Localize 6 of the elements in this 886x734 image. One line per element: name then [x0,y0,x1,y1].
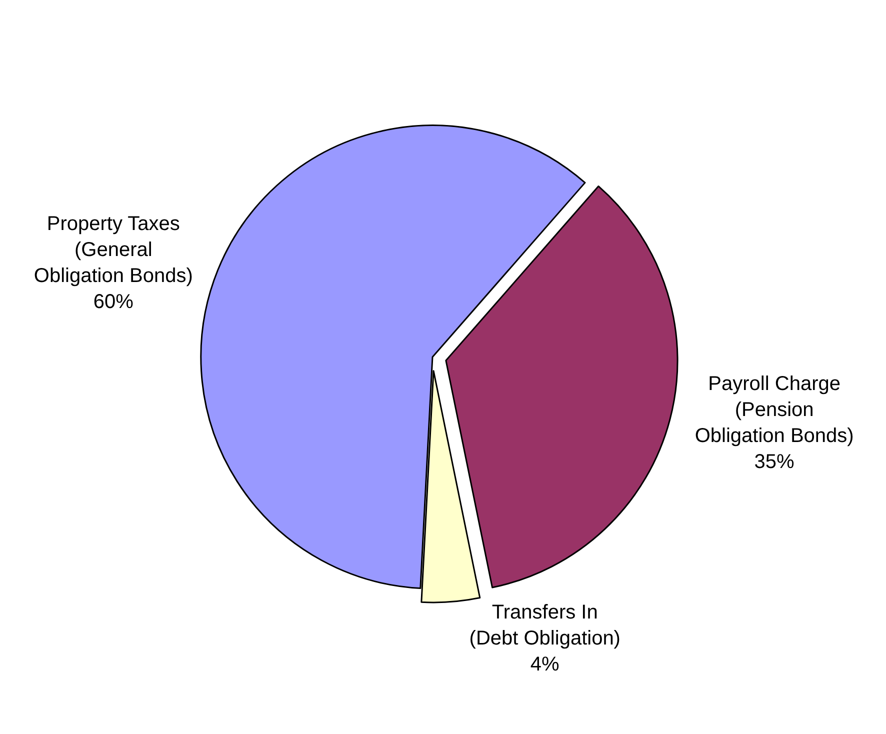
slice-label: Payroll Charge (Pension Obligation Bonds) [694,373,854,448]
data-label: 4% [530,654,560,676]
slice-label: Property Taxes (General Obligation Bonds) [34,212,193,287]
data-label: 60% [93,290,134,313]
slice-label: Transfers In (Debt Obligation) [469,602,620,650]
data-label: 35% [754,451,795,474]
